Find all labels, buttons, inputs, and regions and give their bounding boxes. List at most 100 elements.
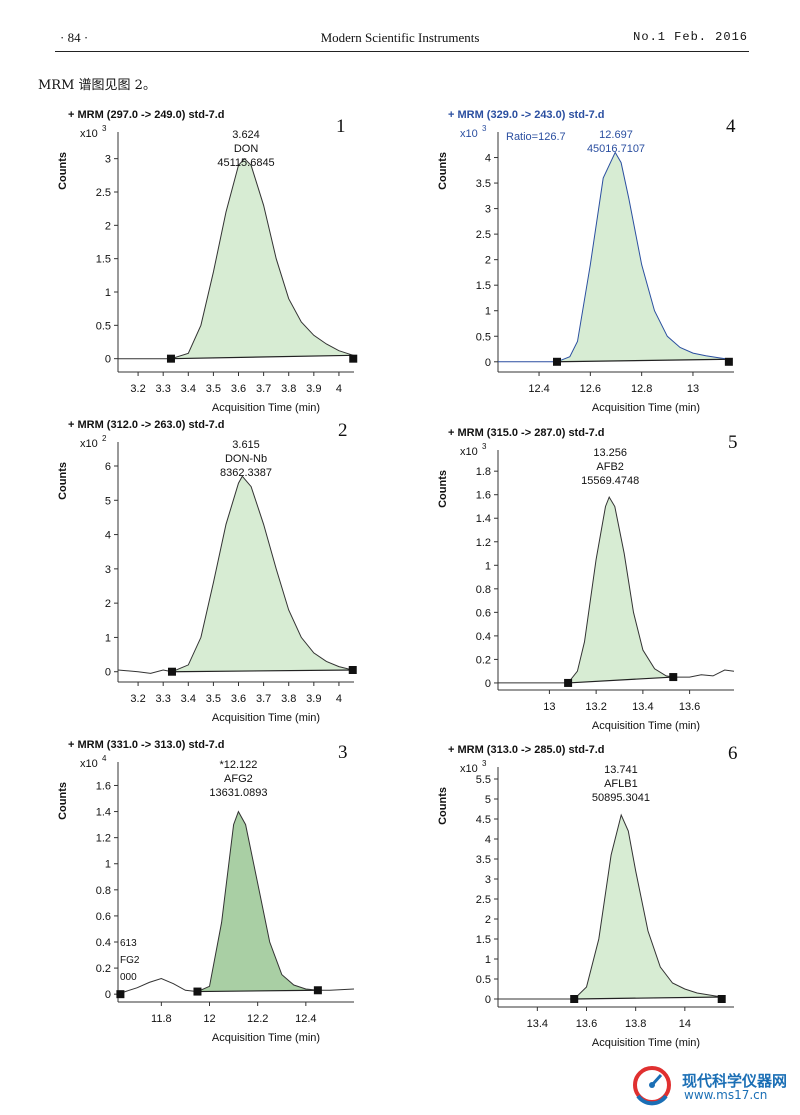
y-scale-label: x10 bbox=[460, 128, 478, 140]
x-tick-label: 3.7 bbox=[256, 693, 271, 705]
y-tick-label: 1.4 bbox=[96, 807, 111, 819]
chromatogram-svg: + MRM (315.0 -> 287.0) std-7.d x10 3 Counts… bbox=[437, 427, 735, 732]
y-tick-label: 2.5 bbox=[96, 187, 111, 199]
x-tick-label: 4 bbox=[336, 383, 342, 395]
x-tick-label: 3.8 bbox=[281, 693, 296, 705]
chromatogram-svg: + MRM (312.0 -> 263.0) std-7.d x10 2 Counts… bbox=[57, 419, 357, 724]
figure-number: 3 bbox=[338, 742, 348, 763]
x-tick-label: 3.2 bbox=[130, 693, 145, 705]
peak-area bbox=[568, 497, 674, 683]
y-tick-label: 5.5 bbox=[476, 774, 491, 786]
figure-number: 4 bbox=[726, 116, 736, 137]
x-tick-label: 13 bbox=[543, 701, 555, 713]
x-tick-label: 3.9 bbox=[306, 693, 321, 705]
y-scale-label: x10 bbox=[460, 763, 478, 775]
x-axis-label: Acquisition Time (min) bbox=[212, 1032, 320, 1044]
y-axis-label: Counts bbox=[57, 782, 69, 820]
integration-marker bbox=[167, 667, 176, 676]
y-tick-label: 6 bbox=[105, 461, 111, 473]
x-tick-label: 13.6 bbox=[679, 701, 700, 713]
y-scale-label: x10 bbox=[80, 438, 98, 450]
x-tick-label: 3.5 bbox=[206, 693, 221, 705]
watermark-url: www.ms17.cn bbox=[684, 1088, 768, 1102]
peak-label-line: 13631.0893 bbox=[209, 787, 267, 799]
y-scale-label: x10 bbox=[460, 446, 478, 458]
chromatogram-svg: + MRM (331.0 -> 313.0) std-7.d x10 4 Counts… bbox=[57, 739, 355, 1044]
integration-marker bbox=[193, 987, 202, 996]
chromatogram-trace bbox=[118, 157, 354, 360]
peak-label-line: 3.624 bbox=[232, 129, 260, 141]
y-tick-label: 0.5 bbox=[96, 320, 111, 332]
x-tick-label: 13 bbox=[687, 383, 699, 395]
chromatogram-trace bbox=[498, 151, 729, 363]
y-scale-exponent: 3 bbox=[482, 442, 487, 451]
figure-number: 6 bbox=[728, 743, 738, 764]
x-tick-label: 3.2 bbox=[130, 383, 145, 395]
y-tick-label: 1 bbox=[485, 954, 491, 966]
y-tick-label: 1.5 bbox=[96, 254, 111, 266]
x-tick-label: 12 bbox=[203, 1013, 215, 1025]
ratio-label: Ratio=126.7 bbox=[506, 131, 566, 143]
x-tick-label: 13.6 bbox=[576, 1018, 597, 1030]
peak-label-line: *12.122 bbox=[219, 759, 257, 771]
integration-marker bbox=[717, 995, 726, 1003]
y-tick-label: 0.2 bbox=[476, 654, 491, 666]
y-tick-label: 1.2 bbox=[96, 833, 111, 845]
x-tick-label: 3.5 bbox=[206, 383, 221, 395]
y-scale-exponent: 2 bbox=[102, 434, 107, 443]
integration-marker bbox=[349, 354, 358, 363]
y-tick-label: 3 bbox=[485, 204, 491, 216]
y-axis-label: Counts bbox=[57, 462, 69, 500]
y-axis-label: Counts bbox=[437, 470, 449, 508]
peak-label-line: 45115.6845 bbox=[217, 157, 274, 169]
integration-marker bbox=[166, 354, 175, 363]
y-tick-label: 2.5 bbox=[476, 894, 491, 906]
y-tick-label: 0.5 bbox=[476, 974, 491, 986]
chromatogram-panel: 2 + MRM (312.0 -> 263.0) std-7.d x10 2 Coun… bbox=[40, 410, 410, 730]
figure-number: 5 bbox=[728, 432, 738, 453]
peak-area bbox=[557, 152, 729, 362]
journal-title: Modern Scientific Instruments bbox=[320, 30, 480, 45]
y-tick-label: 2 bbox=[105, 598, 111, 610]
truncated-peak-label: 613 bbox=[120, 938, 137, 949]
x-tick-label: 11.8 bbox=[151, 1013, 172, 1025]
peak-label: 12.697 45016.7107 bbox=[587, 129, 645, 155]
x-tick-label: 12.4 bbox=[295, 1013, 316, 1025]
chromatogram-panel: 6 + MRM (313.0 -> 285.0) std-7.d x10 3 Coun… bbox=[420, 735, 790, 1055]
y-scale-exponent: 3 bbox=[102, 124, 107, 133]
integration-marker bbox=[313, 986, 322, 995]
y-tick-label: 1 bbox=[105, 287, 111, 299]
x-tick-label: 3.9 bbox=[306, 383, 321, 395]
y-tick-label: 0.5 bbox=[476, 331, 491, 343]
x-tick-label: 13.4 bbox=[632, 701, 653, 713]
y-tick-label: 0 bbox=[105, 667, 111, 679]
y-tick-label: 4.5 bbox=[476, 814, 491, 826]
chromatogram-trace bbox=[117, 475, 353, 674]
page-number: · 84 · bbox=[60, 30, 89, 45]
y-scale-label: x10 bbox=[80, 758, 98, 770]
chromatogram-panel: 3 + MRM (331.0 -> 313.0) std-7.d x10 4 Coun… bbox=[40, 730, 410, 1050]
x-axis-label: Acquisition Time (min) bbox=[212, 402, 320, 414]
y-tick-label: 1.6 bbox=[476, 490, 491, 502]
integration-marker bbox=[724, 357, 733, 366]
y-tick-label: 1.5 bbox=[476, 280, 491, 292]
y-tick-label: 0 bbox=[105, 354, 111, 366]
header-rule bbox=[55, 51, 749, 52]
peak-label-line: AFLB1 bbox=[604, 778, 638, 790]
x-tick-label: 13.4 bbox=[527, 1018, 548, 1030]
y-scale-exponent: 3 bbox=[482, 124, 487, 133]
peak-label-line: 8362.3387 bbox=[220, 467, 272, 479]
chart-title: + MRM (297.0 -> 249.0) std-7.d bbox=[68, 109, 225, 121]
chromatogram-trace bbox=[117, 810, 355, 995]
peak-label: 13.741 AFLB1 50895.3041 bbox=[592, 764, 650, 804]
chromatogram-svg: + MRM (313.0 -> 285.0) std-7.d x10 3 Counts… bbox=[437, 744, 734, 1049]
chart-title: + MRM (313.0 -> 285.0) std-7.d bbox=[448, 744, 605, 756]
peak-area bbox=[171, 158, 354, 359]
y-tick-label: 0.6 bbox=[96, 911, 111, 923]
issue-info: No.1 Feb. 2016 bbox=[633, 30, 748, 44]
y-tick-label: 1.6 bbox=[96, 780, 111, 792]
figure-number: 1 bbox=[336, 116, 346, 137]
y-tick-label: 5 bbox=[485, 794, 491, 806]
intro-text: MRM 谱图见图 2。 bbox=[38, 78, 156, 93]
chromatogram-panel: 5 + MRM (315.0 -> 287.0) std-7.d x10 3 Coun… bbox=[420, 418, 790, 738]
